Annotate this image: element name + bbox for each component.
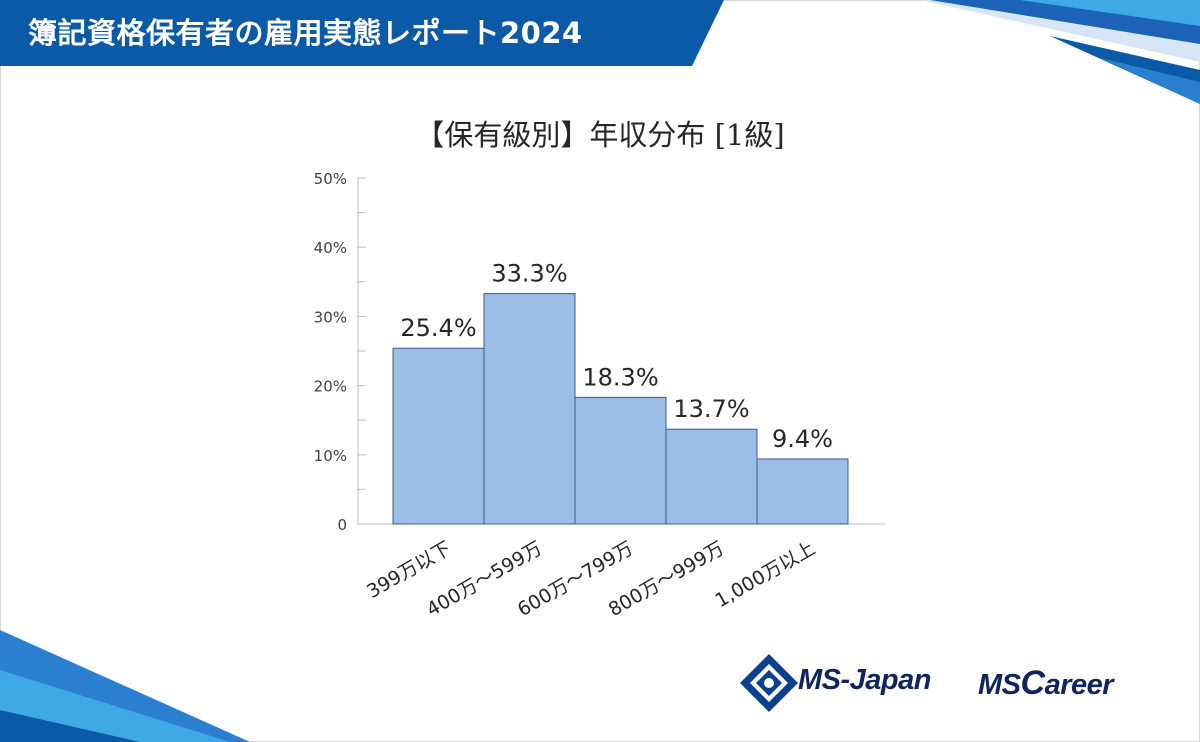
data-label: 13.7% [673, 395, 749, 423]
y-tick-label: 30% [314, 308, 347, 326]
bar [756, 458, 849, 525]
data-label: 9.4% [772, 425, 833, 453]
y-tick-label: 50% [314, 170, 347, 188]
bar [665, 428, 758, 525]
data-label: 25.4% [400, 314, 476, 342]
x-tick-label: 1,000万以上 [712, 537, 819, 612]
logo-area: MS-Japan MSCareer [738, 652, 1168, 718]
header-banner [0, 0, 724, 66]
ms-career-logo: MSCareer [978, 664, 1114, 703]
ms-japan-logo-icon [740, 654, 798, 712]
y-tick-label: 40% [314, 239, 347, 257]
chart-title: 【保有級別】年収分布 [1級] [0, 112, 1200, 154]
y-tick-label: 0 [337, 516, 347, 534]
top-right-decoration [920, 0, 1200, 104]
ms-career-logo-ms: MS [978, 669, 1021, 701]
bar [574, 396, 667, 525]
y-tick-label: 10% [314, 447, 347, 465]
ms-japan-logo-text: MS-Japan [798, 664, 931, 696]
chart-title-main: 【保有級別】年収分布 [415, 118, 706, 152]
bar [483, 293, 576, 525]
data-label: 18.3% [582, 363, 658, 391]
y-tick-label: 20% [314, 378, 347, 396]
chart-title-suffix: [1級] [714, 118, 785, 152]
bottom-left-decoration [0, 630, 250, 742]
bar [392, 347, 485, 525]
ms-career-logo-rest: areer [1044, 669, 1114, 701]
report-title: 簿記資格保有者の雇用実態レポート2024 [28, 16, 583, 50]
ms-career-logo-c: C [1020, 664, 1046, 702]
data-label: 33.3% [491, 260, 567, 288]
